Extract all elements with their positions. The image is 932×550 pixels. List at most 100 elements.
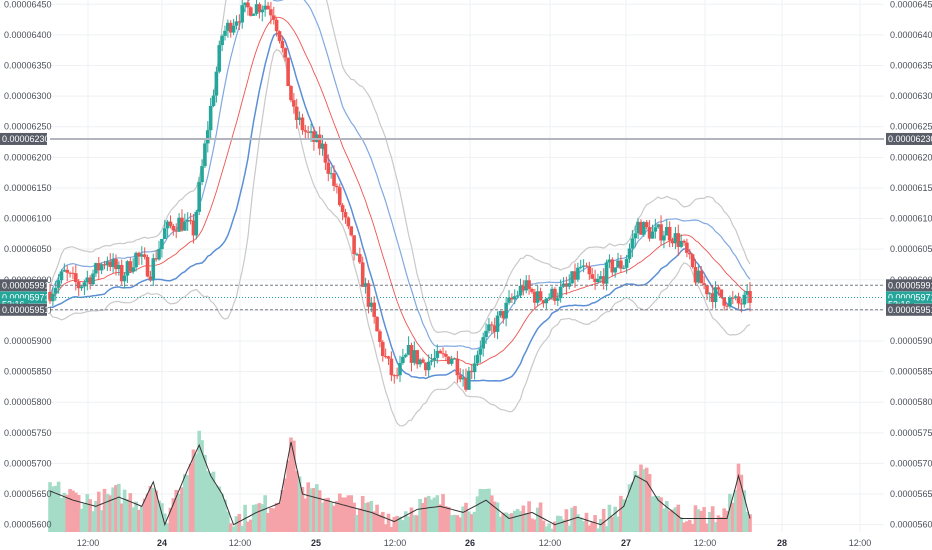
- candle[interactable]: [85, 270, 90, 291]
- candle[interactable]: [624, 254, 629, 274]
- candle[interactable]: [99, 262, 104, 275]
- candle[interactable]: [702, 275, 706, 290]
- candle[interactable]: [467, 366, 471, 391]
- candle[interactable]: [403, 353, 408, 358]
- candle[interactable]: [636, 218, 640, 240]
- candle[interactable]: [303, 124, 308, 139]
- candle[interactable]: [71, 266, 75, 280]
- candle[interactable]: [251, 13, 256, 16]
- candle[interactable]: [619, 254, 623, 273]
- candle[interactable]: [550, 286, 554, 301]
- candle[interactable]: [444, 350, 448, 362]
- candle[interactable]: [197, 176, 201, 216]
- candle[interactable]: [719, 289, 724, 299]
- candle[interactable]: [642, 221, 646, 237]
- candle[interactable]: [590, 267, 595, 280]
- candle[interactable]: [401, 348, 405, 365]
- horizontal-levels[interactable]: [50, 137, 884, 311]
- candle[interactable]: [685, 238, 689, 258]
- candle[interactable]: [323, 141, 328, 171]
- candle[interactable]: [604, 259, 609, 291]
- candle[interactable]: [530, 287, 534, 294]
- candle[interactable]: [665, 219, 669, 236]
- candle[interactable]: [165, 219, 170, 238]
- candle[interactable]: [200, 159, 204, 186]
- candle[interactable]: [240, 0, 245, 29]
- candle[interactable]: [51, 286, 55, 307]
- candle[interactable]: [567, 274, 572, 290]
- candle[interactable]: [699, 266, 704, 284]
- candle[interactable]: [148, 270, 153, 282]
- candle[interactable]: [412, 341, 417, 366]
- candle[interactable]: [461, 369, 465, 387]
- candle[interactable]: [154, 250, 158, 262]
- candle[interactable]: [237, 14, 242, 31]
- candle[interactable]: [415, 349, 420, 369]
- candle[interactable]: [76, 278, 81, 296]
- candle[interactable]: [673, 226, 678, 250]
- candle[interactable]: [246, 0, 250, 16]
- candle[interactable]: [82, 279, 87, 296]
- candle[interactable]: [337, 183, 342, 207]
- time-axis[interactable]: 12:00 24 12:00 25 12:00 26 12:00 27 12:00 28 12:00: [77, 538, 872, 548]
- candle[interactable]: [418, 358, 422, 368]
- candle[interactable]: [650, 224, 655, 239]
- candle[interactable]: [283, 47, 288, 62]
- candle[interactable]: [687, 248, 692, 260]
- candle[interactable]: [481, 332, 485, 357]
- candle[interactable]: [375, 315, 379, 332]
- candle[interactable]: [424, 361, 428, 376]
- candle[interactable]: [644, 220, 649, 230]
- candle[interactable]: [490, 321, 494, 334]
- candle[interactable]: [134, 251, 138, 272]
- candle[interactable]: [441, 347, 445, 358]
- candle[interactable]: [455, 350, 460, 384]
- candle[interactable]: [610, 257, 615, 277]
- candle[interactable]: [183, 213, 187, 231]
- candle[interactable]: [68, 271, 72, 278]
- candle[interactable]: [504, 297, 508, 327]
- candle[interactable]: [593, 269, 597, 290]
- candle[interactable]: [573, 263, 577, 288]
- candle[interactable]: [142, 247, 147, 260]
- candle[interactable]: [409, 342, 414, 372]
- candle[interactable]: [627, 243, 632, 263]
- candle[interactable]: [111, 253, 115, 273]
- candle[interactable]: [570, 270, 574, 285]
- candle[interactable]: [297, 111, 302, 126]
- candle[interactable]: [300, 113, 305, 135]
- candle[interactable]: [547, 293, 551, 300]
- candle[interactable]: [383, 348, 388, 359]
- candle[interactable]: [79, 285, 84, 291]
- candle[interactable]: [343, 208, 348, 224]
- candle[interactable]: [254, 0, 259, 16]
- candle[interactable]: [682, 239, 686, 246]
- candle[interactable]: [398, 355, 402, 382]
- candle[interactable]: [326, 154, 331, 182]
- candle[interactable]: [223, 25, 227, 41]
- candle[interactable]: [630, 230, 635, 258]
- candle[interactable]: [662, 230, 666, 249]
- candle[interactable]: [128, 257, 133, 274]
- candle[interactable]: [56, 273, 61, 294]
- candle[interactable]: [257, 2, 262, 19]
- candle[interactable]: [234, 15, 239, 30]
- candle[interactable]: [639, 219, 643, 235]
- candle[interactable]: [191, 213, 196, 244]
- candle[interactable]: [676, 224, 681, 257]
- candle[interactable]: [108, 253, 113, 272]
- candle[interactable]: [576, 262, 580, 282]
- candle[interactable]: [329, 166, 333, 179]
- candle[interactable]: [162, 219, 167, 240]
- candle[interactable]: [558, 279, 563, 303]
- candle[interactable]: [346, 216, 351, 230]
- candle[interactable]: [231, 19, 236, 36]
- candle[interactable]: [125, 260, 130, 284]
- candle[interactable]: [263, 0, 267, 17]
- candle[interactable]: [705, 284, 709, 301]
- candle[interactable]: [633, 225, 638, 248]
- candle[interactable]: [710, 284, 715, 309]
- candle[interactable]: [389, 351, 394, 382]
- candle[interactable]: [274, 17, 279, 37]
